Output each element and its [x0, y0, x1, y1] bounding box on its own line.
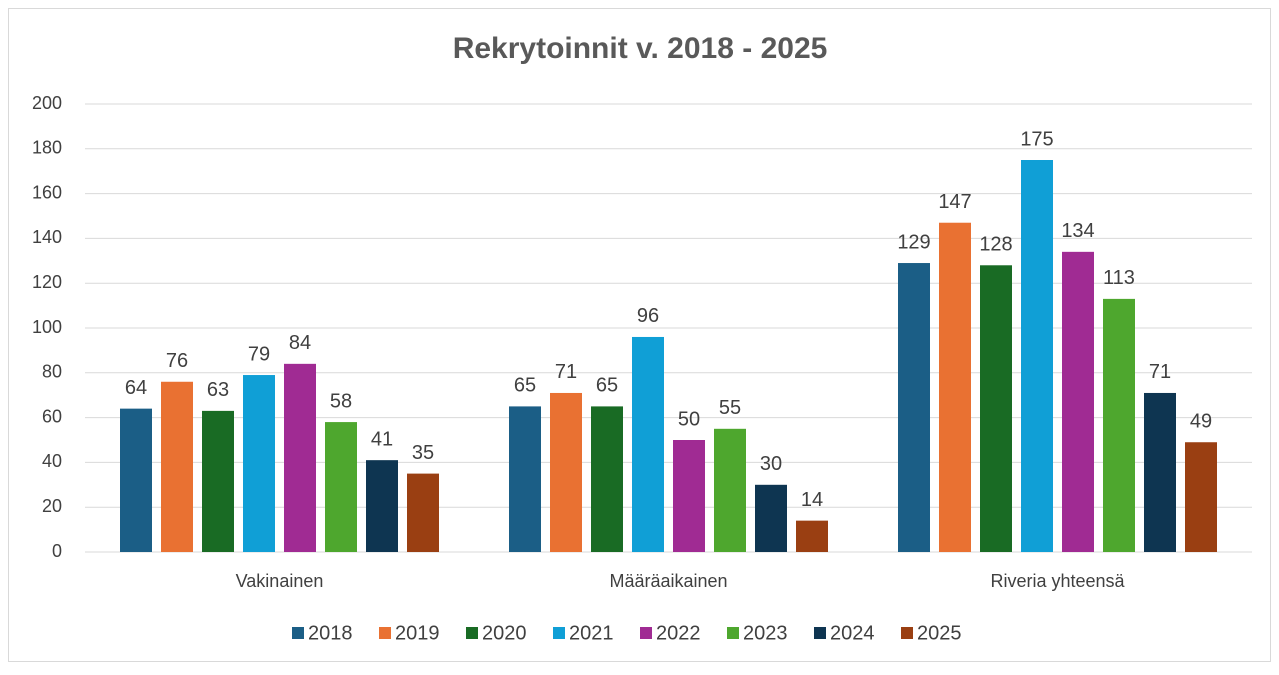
x-tick-label: Riveria yhteensä — [990, 571, 1125, 591]
bar — [161, 381, 193, 552]
data-label: 129 — [897, 231, 930, 253]
bar — [407, 473, 439, 552]
legend-swatch — [553, 627, 565, 639]
x-tick-label: Vakinainen — [236, 571, 324, 591]
x-tick-label: Määräaikainen — [609, 571, 727, 591]
data-label: 49 — [1190, 411, 1212, 433]
chart-border — [8, 8, 1271, 662]
y-tick-label: 180 — [32, 138, 62, 158]
legend-swatch — [466, 627, 478, 639]
legend-label: 2018 — [308, 622, 353, 644]
data-label: 71 — [1149, 361, 1171, 383]
legend-swatch — [640, 627, 652, 639]
data-label: 58 — [330, 390, 352, 412]
data-label: 175 — [1020, 128, 1053, 150]
bar — [325, 422, 357, 552]
bar — [1062, 251, 1094, 552]
y-tick-label: 0 — [52, 541, 62, 561]
y-tick-label: 20 — [42, 496, 62, 516]
legend-swatch — [814, 627, 826, 639]
bar — [939, 222, 971, 552]
data-label: 14 — [801, 489, 823, 511]
bar — [591, 406, 623, 552]
legend-label: 2024 — [830, 622, 875, 644]
legend-label: 2022 — [656, 622, 701, 644]
bar — [202, 410, 234, 552]
legend-swatch — [727, 627, 739, 639]
bar — [1021, 160, 1053, 552]
legend-swatch — [379, 627, 391, 639]
legend-label: 2025 — [917, 622, 962, 644]
bar — [632, 336, 664, 552]
bar — [796, 520, 828, 552]
bar — [366, 460, 398, 552]
bar — [1103, 298, 1135, 552]
data-label: 113 — [1103, 267, 1135, 289]
data-label: 128 — [979, 234, 1012, 256]
bar — [980, 265, 1012, 552]
data-label: 79 — [248, 343, 270, 365]
data-label: 76 — [166, 350, 188, 372]
legend-swatch — [292, 627, 304, 639]
bar — [1185, 442, 1217, 552]
data-label: 65 — [596, 375, 618, 397]
y-tick-label: 60 — [42, 406, 62, 426]
legend-label: 2023 — [743, 622, 788, 644]
y-tick-label: 160 — [32, 182, 62, 202]
bar — [755, 484, 787, 552]
data-label: 63 — [207, 379, 229, 401]
data-label: 134 — [1061, 220, 1094, 242]
y-tick-label: 120 — [32, 272, 62, 292]
y-tick-label: 200 — [32, 93, 62, 113]
y-tick-label: 40 — [42, 451, 62, 471]
bar — [509, 406, 541, 552]
legend-label: 2019 — [395, 622, 440, 644]
data-label: 147 — [938, 191, 971, 213]
legend-swatch — [901, 627, 913, 639]
data-label: 55 — [719, 397, 741, 419]
data-label: 30 — [760, 453, 782, 475]
bar — [550, 392, 582, 552]
y-tick-label: 140 — [32, 227, 62, 247]
data-label: 64 — [125, 377, 147, 399]
bar — [120, 408, 152, 552]
data-label: 65 — [514, 375, 536, 397]
bar — [284, 363, 316, 552]
bar — [898, 263, 930, 552]
bar — [714, 428, 746, 552]
data-label: 35 — [412, 442, 434, 464]
y-tick-label: 80 — [42, 362, 62, 382]
data-label: 96 — [637, 305, 659, 327]
data-label: 84 — [289, 332, 311, 354]
bar — [673, 440, 705, 552]
bar — [1144, 392, 1176, 552]
data-label: 71 — [555, 361, 577, 383]
legend-label: 2021 — [569, 622, 614, 644]
data-label: 41 — [371, 428, 393, 450]
bar — [243, 375, 275, 552]
y-tick-label: 100 — [32, 317, 62, 337]
legend-label: 2020 — [482, 622, 527, 644]
chart-title: Rekrytoinnit v. 2018 - 2025 — [453, 32, 828, 65]
data-label: 50 — [678, 408, 700, 430]
